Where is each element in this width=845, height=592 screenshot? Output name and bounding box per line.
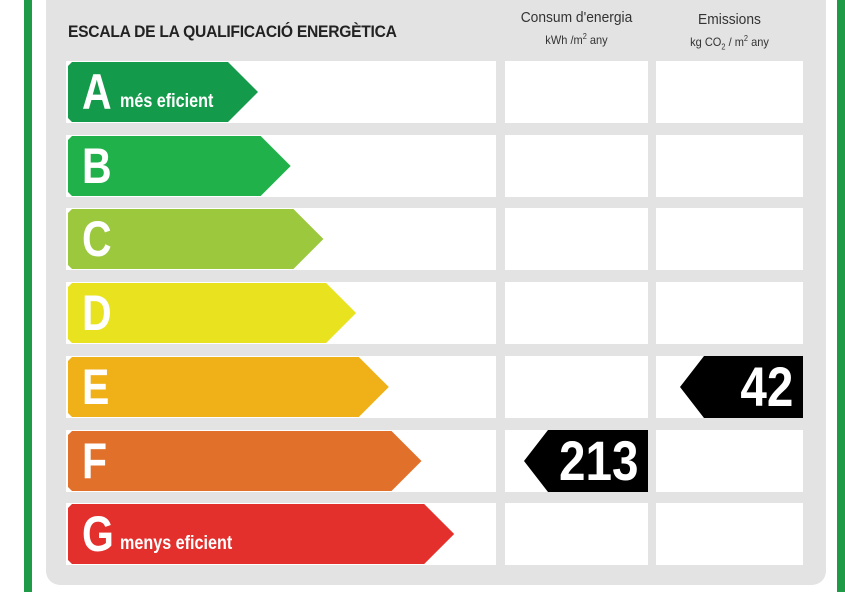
class-arrow-f: F bbox=[68, 431, 424, 491]
emissions-column-unit: kg CO2 / m2 any bbox=[690, 34, 769, 52]
class-arrow-d: D bbox=[68, 283, 358, 343]
emissions-value-cell bbox=[656, 282, 803, 344]
energy-value-cell bbox=[505, 282, 648, 344]
class-letter: A bbox=[82, 64, 112, 120]
class-letter: D bbox=[82, 285, 112, 341]
emissions-value-cell bbox=[656, 503, 803, 565]
rating-row-d: D bbox=[0, 282, 845, 344]
emissions-value-cell bbox=[656, 208, 803, 270]
class-sublabel: menys eficient bbox=[120, 533, 233, 554]
frame-left-border bbox=[24, 0, 32, 592]
rating-row-b: B bbox=[0, 135, 845, 197]
rating-row-f: F 213 bbox=[0, 430, 845, 492]
energy-column-unit: kWh /m2 any bbox=[545, 32, 608, 47]
class-letter: G bbox=[82, 506, 114, 562]
rating-row-e: E 42 bbox=[0, 356, 845, 418]
class-letter: C bbox=[82, 211, 112, 267]
energy-column-header: Consum d'energia kWh /m2 any bbox=[505, 9, 648, 50]
energy-value-cell bbox=[505, 208, 648, 270]
class-arrow-c: C bbox=[68, 209, 325, 269]
emissions-column-header: Emissions kg CO2 / m2 any bbox=[656, 11, 803, 57]
frame-right-border bbox=[837, 0, 845, 592]
scale-title: ESCALA DE LA QUALIFICACIÓ ENERGÈTICA bbox=[68, 22, 397, 41]
energy-rating-value: 213 bbox=[558, 429, 638, 492]
class-letter: E bbox=[82, 359, 110, 415]
emissions-column-label: Emissions bbox=[698, 11, 761, 28]
energy-value-cell bbox=[505, 61, 648, 123]
energy-value-cell bbox=[505, 356, 648, 418]
emissions-rating-badge: 42 bbox=[680, 356, 803, 418]
emissions-value-cell bbox=[656, 61, 803, 123]
class-sublabel: més eficient bbox=[120, 91, 214, 112]
class-letter: F bbox=[82, 433, 108, 489]
energy-rating-badge: 213 bbox=[524, 430, 648, 492]
class-letter: B bbox=[82, 138, 112, 194]
class-arrow-b: B bbox=[68, 136, 293, 196]
emissions-value-cell bbox=[656, 430, 803, 492]
energy-value-cell bbox=[505, 135, 648, 197]
emissions-value-cell bbox=[656, 135, 803, 197]
energy-column-label: Consum d'energia bbox=[520, 9, 633, 26]
energy-value-cell bbox=[505, 503, 648, 565]
class-arrow-e: E bbox=[68, 357, 391, 417]
emissions-rating-value: 42 bbox=[740, 355, 793, 418]
rating-row-c: C bbox=[0, 208, 845, 270]
